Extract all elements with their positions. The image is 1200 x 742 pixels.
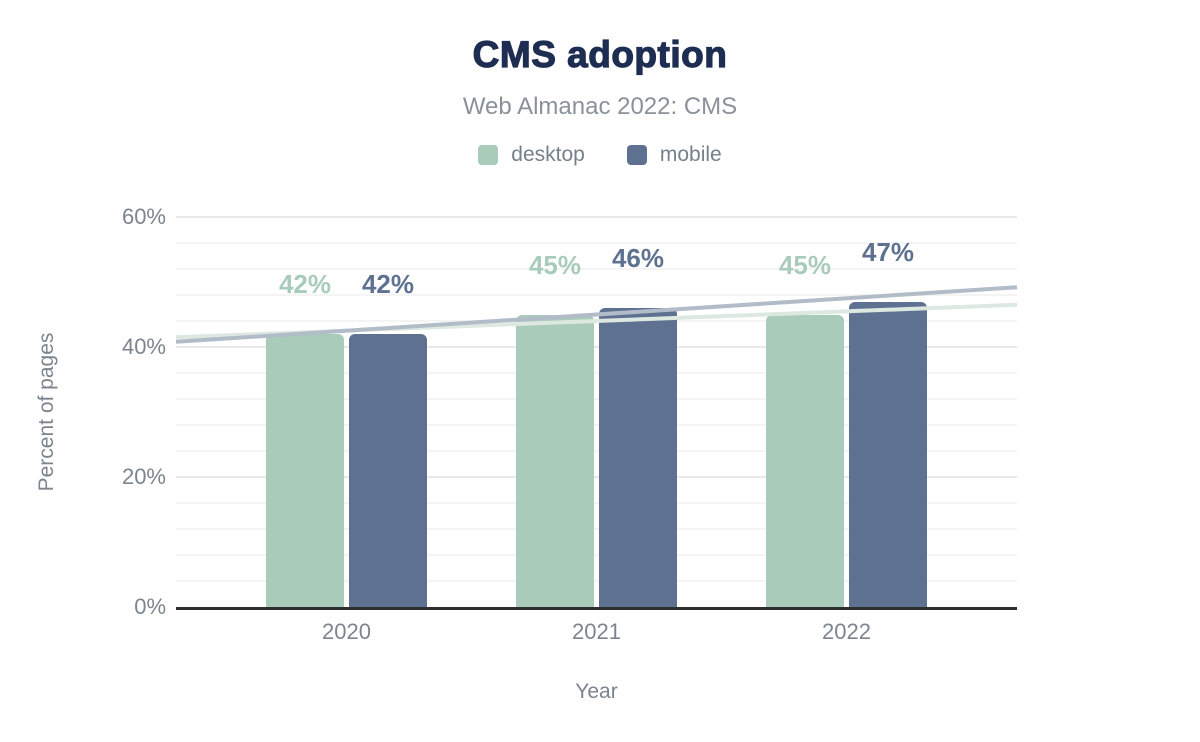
major-gridline xyxy=(176,216,1017,218)
y-tick-label: 20% xyxy=(121,464,166,489)
major-gridline xyxy=(176,346,1017,348)
chart-header: CMS adoption Web Almanac 2022: CMS deskt… xyxy=(0,0,1200,167)
minor-gridline xyxy=(176,294,1017,296)
legend: desktop mobile xyxy=(0,143,1200,167)
chart-subtitle: Web Almanac 2022: CMS xyxy=(462,93,738,120)
minor-gridline xyxy=(176,502,1017,504)
desktop-value-label-2020: 42% xyxy=(278,269,332,299)
y-axis-title: Percent of pages xyxy=(35,332,58,492)
major-gridline xyxy=(176,476,1017,478)
legend-item-mobile[interactable]: mobile xyxy=(626,143,722,167)
mobile-value-label-2020: 42% xyxy=(361,269,415,299)
mobile-trendline xyxy=(175,285,1018,344)
x-tick-label-2020: 2020 xyxy=(322,619,371,644)
minor-gridline xyxy=(176,242,1017,244)
minor-gridline xyxy=(176,398,1017,400)
minor-gridline xyxy=(176,424,1017,426)
x-axis-title: Year xyxy=(575,680,618,703)
y-tick-label: 0% xyxy=(134,594,166,619)
mobile-value-label-2021: 46% xyxy=(611,243,665,273)
mobile-bar-2020[interactable] xyxy=(349,334,427,607)
minor-gridline xyxy=(176,528,1017,530)
x-tick-label-2022: 2022 xyxy=(822,619,871,644)
minor-gridline xyxy=(176,580,1017,582)
minor-gridline xyxy=(176,268,1017,270)
desktop-value-label-2022: 45% xyxy=(778,249,832,280)
x-tick-label-2021: 2021 xyxy=(572,619,621,644)
minor-gridline xyxy=(176,372,1017,374)
mobile-bar-2022[interactable] xyxy=(849,301,927,607)
mobile-swatch-icon xyxy=(626,145,647,165)
mobile-value-label-2022: 47% xyxy=(861,236,915,267)
minor-gridline xyxy=(176,554,1017,556)
y-tick-label: 40% xyxy=(121,334,166,359)
legend-item-desktop[interactable]: desktop xyxy=(478,143,585,167)
x-axis-line xyxy=(176,607,1017,610)
chart-title: CMS adoption xyxy=(472,33,728,75)
mobile-bar-2021[interactable] xyxy=(599,308,677,607)
desktop-bar-2022[interactable] xyxy=(766,314,844,607)
desktop-swatch-icon xyxy=(478,145,499,165)
desktop-value-label-2021: 45% xyxy=(528,249,582,280)
minor-gridline xyxy=(176,450,1017,452)
y-tick-label: 60% xyxy=(121,204,166,229)
legend-label-mobile: mobile xyxy=(659,143,722,166)
desktop-bar-2021[interactable] xyxy=(516,314,594,607)
legend-label-desktop: desktop xyxy=(511,143,585,166)
desktop-bar-2020[interactable] xyxy=(266,334,344,607)
